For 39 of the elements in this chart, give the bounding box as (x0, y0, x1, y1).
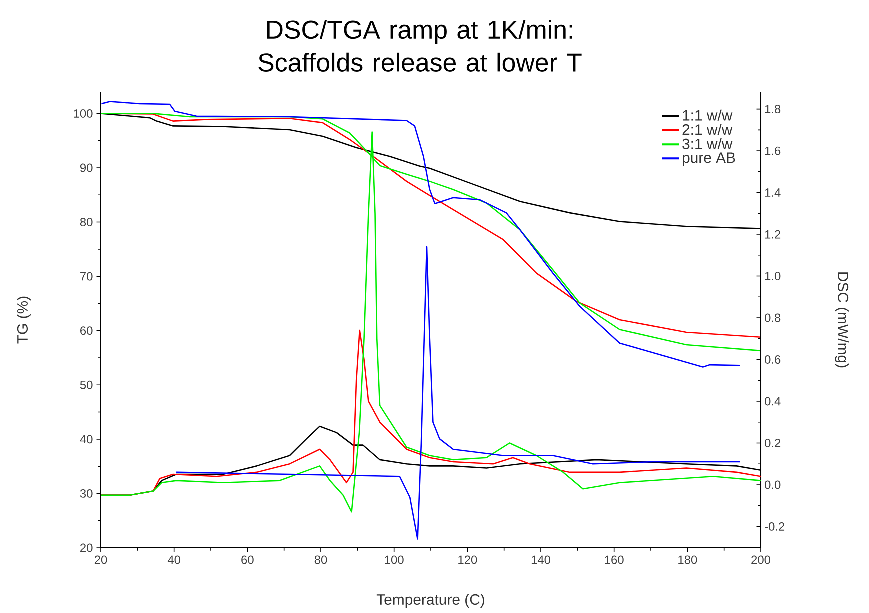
y-axis-title: TG (%) (17, 296, 31, 344)
x-tick-label: 20 (94, 556, 108, 564)
x-tick-label: 100 (385, 556, 404, 564)
y-tick-label: 50 (80, 380, 93, 390)
legend-label: pure AB (683, 152, 736, 166)
y2-tick-label: 1.6 (765, 146, 781, 156)
y2-tick-label: -0.2 (765, 522, 785, 531)
legend-label: 3:1 w/w (682, 138, 733, 150)
y2-tick-label: 1.4 (765, 188, 781, 197)
y-tick-label: 20 (80, 544, 93, 552)
y-tick-label: 100 (74, 109, 93, 118)
y2-tick-label: 0.8 (764, 314, 781, 322)
y-tick-label: 60 (80, 326, 93, 336)
x-tick-label: 140 (532, 556, 551, 564)
y2-tick-label: 0.2 (764, 439, 781, 448)
x-tick-label: 80 (314, 556, 328, 564)
x-tick-label: 160 (605, 556, 624, 564)
y-tick-label: 90 (80, 164, 93, 172)
x-tick-label: 180 (678, 556, 698, 564)
y2-tick-label: 0.4 (764, 397, 781, 406)
legend-label: 1:1 w/w (683, 110, 733, 121)
y2-tick-label: 1.2 (765, 230, 781, 239)
y2-tick-label: 0.6 (764, 356, 781, 364)
legend-label: 2:1 w/w (682, 124, 733, 136)
x-tick-label: 60 (242, 556, 254, 564)
y2-tick-label: 0.0 (764, 480, 781, 490)
y-tick-label: 70 (80, 272, 93, 281)
y-tick-label: 80 (80, 218, 93, 227)
chart-title: DSC/TGA ramp at 1K/min: Scaffolds release at lower T (258, 20, 582, 72)
y2-tick-label: 1.0 (765, 272, 781, 280)
x-tick-label: 200 (752, 556, 771, 564)
y-tick-label: 40 (80, 435, 93, 444)
line-series (176, 246, 741, 540)
y2-tick-label: 1.8 (765, 105, 781, 114)
x-tick-label: 120 (458, 556, 478, 564)
x-axis-title: Temperature (C) (376, 594, 484, 608)
x-tick-label: 40 (168, 556, 181, 564)
y-tick-label: 30 (80, 489, 93, 498)
y2-axis-title: DSC (mW/mg) (835, 272, 849, 368)
